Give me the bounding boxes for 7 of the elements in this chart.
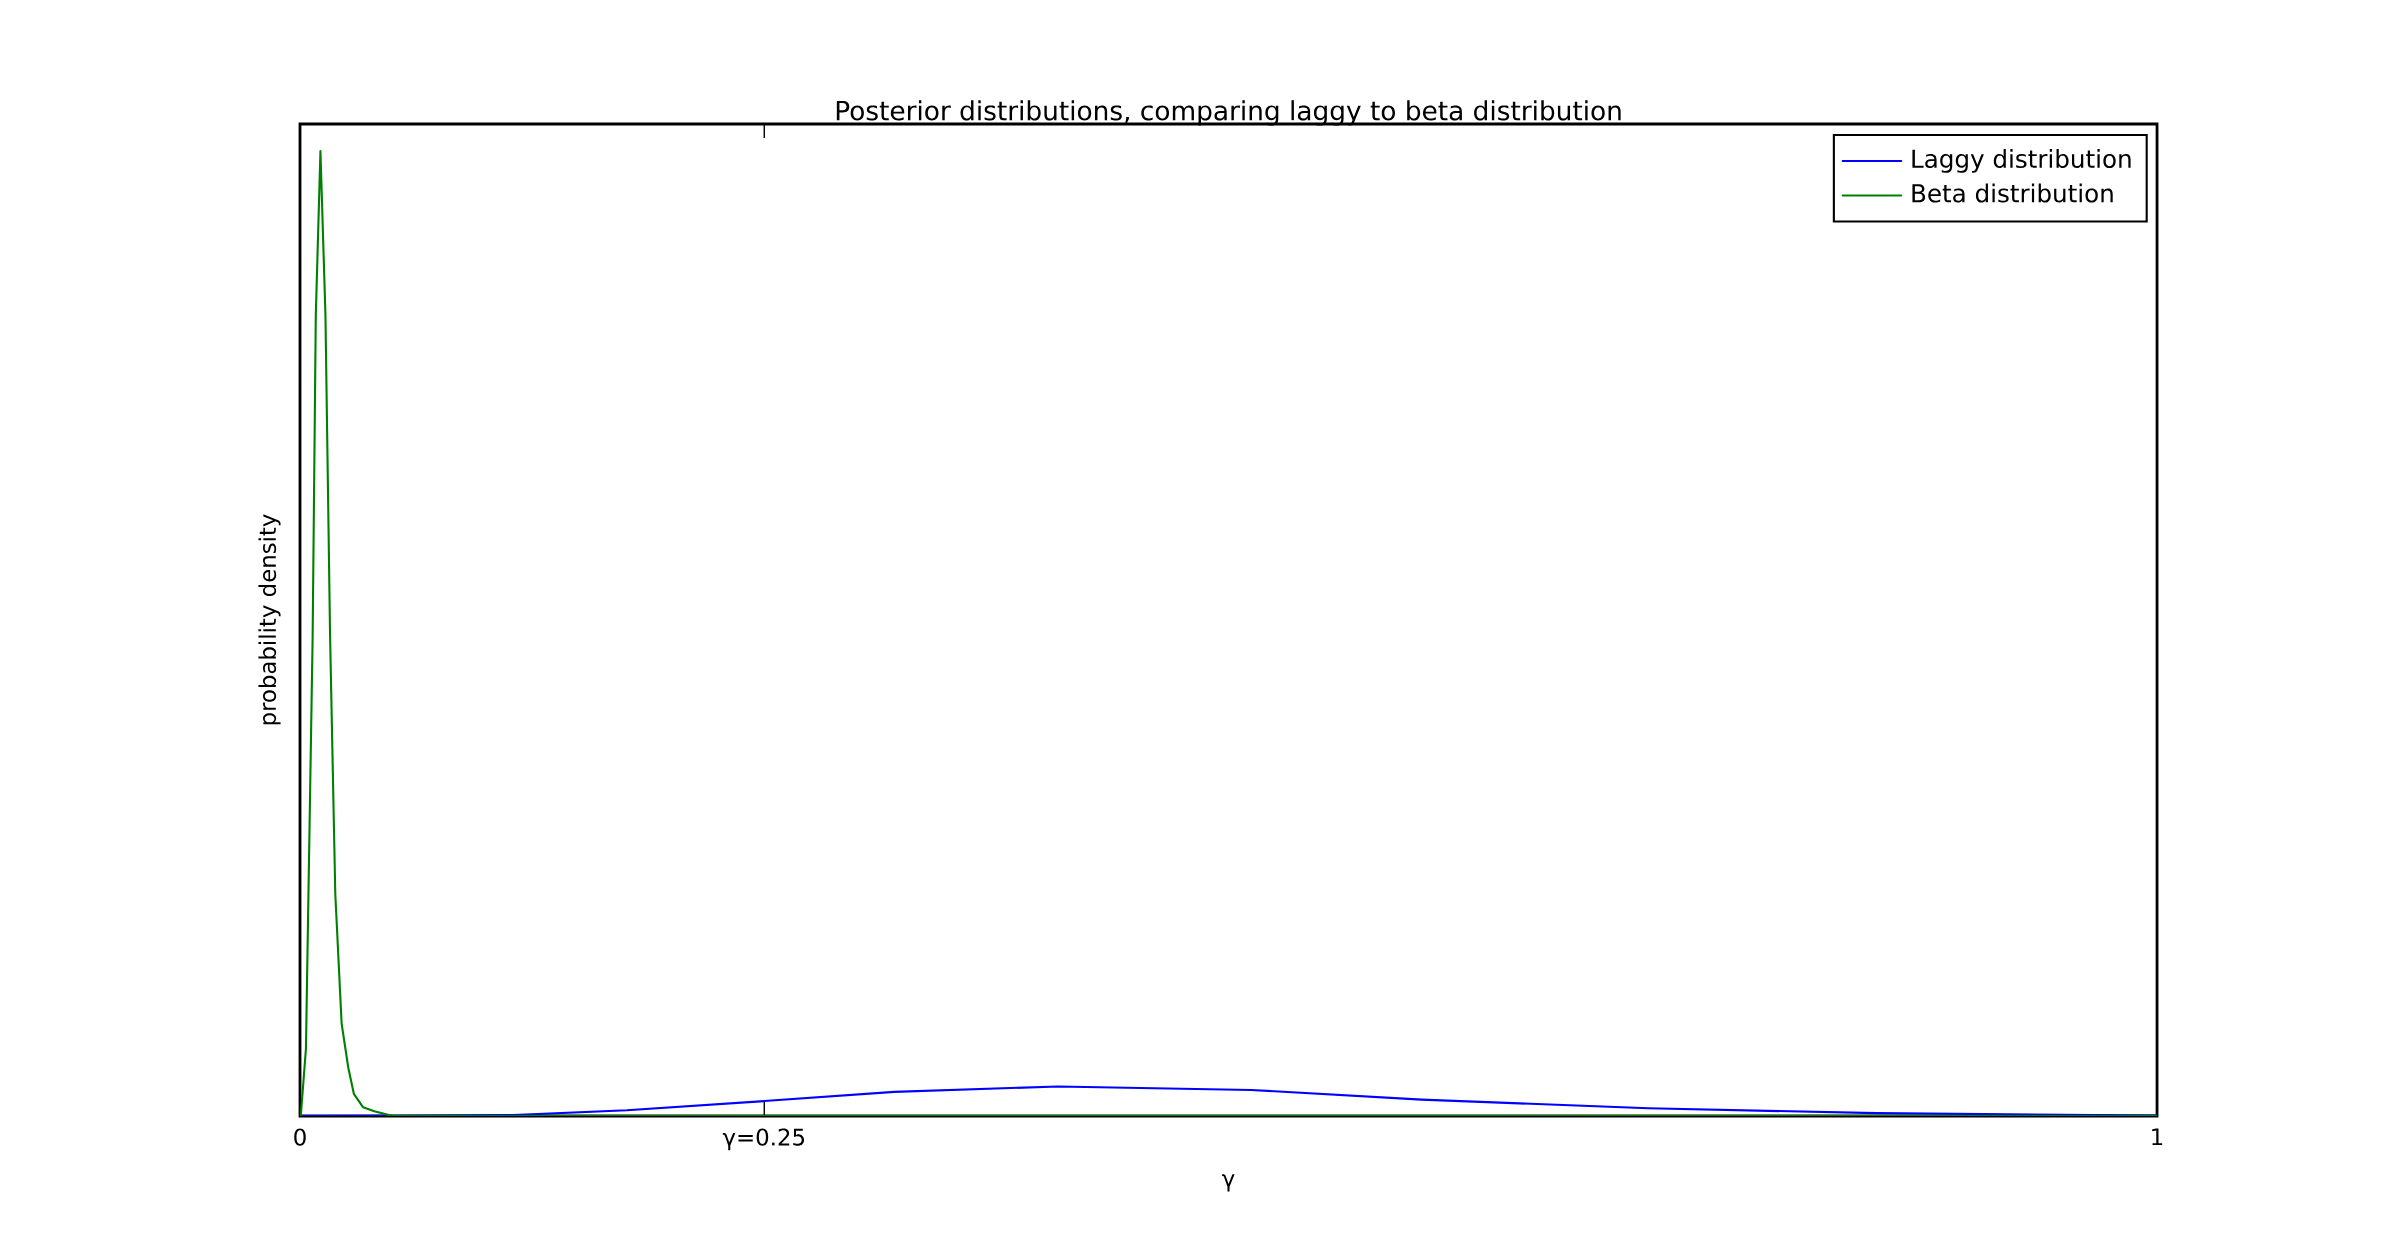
- x-axis-title: γ: [1222, 1174, 1235, 1192]
- x-tick-label: γ=0.25: [722, 1128, 805, 1151]
- legend-label: Beta distribution: [1912, 183, 2113, 203]
- legend-label: Laggy distribution: [1912, 149, 2131, 173]
- x-tick-label: 1: [2152, 1128, 2163, 1146]
- x-tick-label: 0: [294, 1128, 306, 1146]
- y-axis-title: probability density: [258, 514, 281, 725]
